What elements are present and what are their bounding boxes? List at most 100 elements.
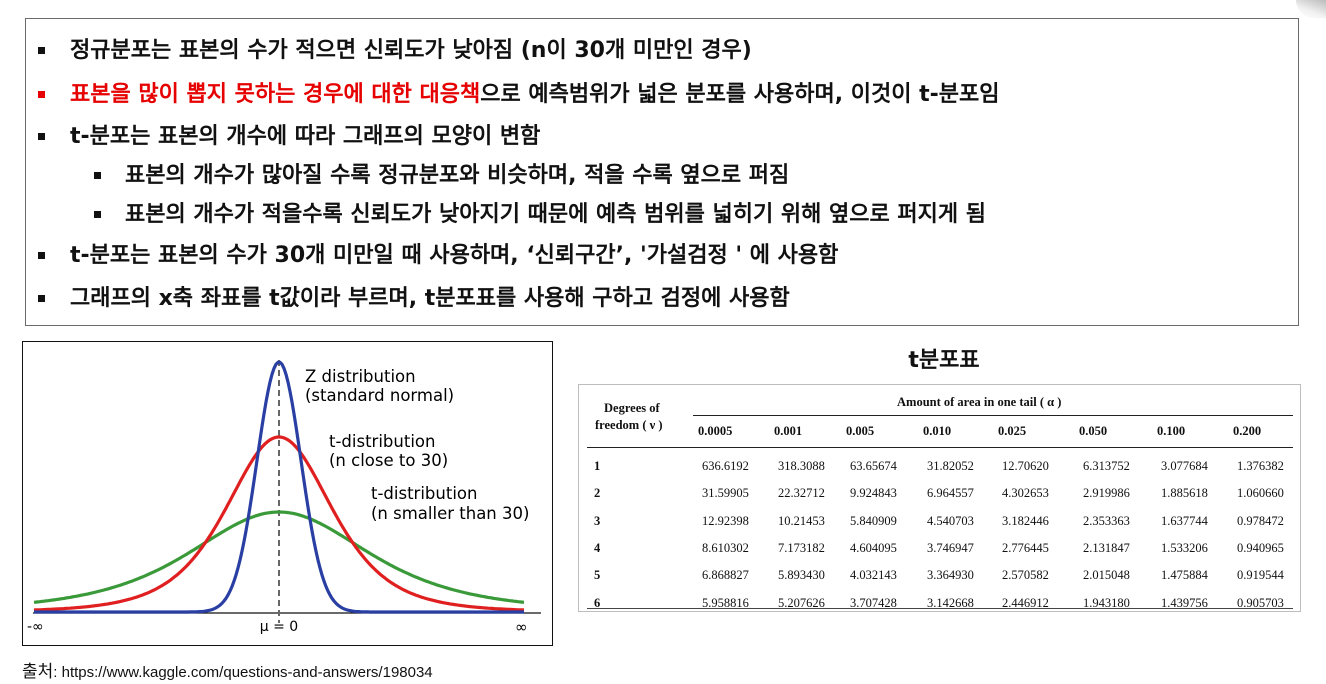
mean-label: μ = 0 <box>260 619 298 635</box>
table-cell: 0.905703 <box>1237 595 1284 610</box>
table-cell: 4.540703 <box>927 513 974 528</box>
alpha-header: 0.025 <box>998 424 1027 438</box>
table-cell: 2.776445 <box>1002 540 1049 555</box>
alpha-header: 0.001 <box>774 424 803 438</box>
distribution-svg: Z distribution (standard normal) t-distr… <box>27 360 541 636</box>
table-cell: 7.173182 <box>778 540 825 555</box>
source-citation: 출처: https://www.kaggle.com/questions-and… <box>22 657 433 682</box>
alpha-header: 0.005 <box>846 424 875 438</box>
table-cell: 2.015048 <box>1083 568 1130 583</box>
table-bottom-rule <box>587 608 1293 609</box>
right-infinity-label: ∞ <box>515 618 528 636</box>
df-header-line-2: freedom ( ν ) <box>595 418 663 432</box>
table-cell: 3.077684 <box>1161 459 1208 473</box>
table-cell: 5.893430 <box>778 568 825 583</box>
table-cell: 1.885618 <box>1161 486 1208 501</box>
curve-t-small <box>33 510 525 604</box>
corner-decoration <box>1296 0 1326 18</box>
table-cell: 12.70620 <box>1002 459 1049 473</box>
table-cell: 4.032143 <box>850 568 897 583</box>
bullet-marker <box>38 252 45 259</box>
z-label-2: (standard normal) <box>305 386 454 405</box>
table-cell: 3.142668 <box>927 595 974 610</box>
bullet-line-5: 그래프의 x축 좌표를 t값이라 부르며, t분포표를 사용해 구하고 검정에 … <box>70 286 790 311</box>
table-cell: 2.131847 <box>1083 540 1130 555</box>
alpha-header: 0.050 <box>1079 424 1108 438</box>
table-cell: 31.59905 <box>702 486 749 501</box>
t-table-title: t분포표 <box>908 348 980 373</box>
sub-bullet-line-2: 표본의 개수가 적을수록 신뢰도가 낮아지기 때문에 예측 범위를 넓히기 위해… <box>125 202 987 227</box>
table-cell: 63.65674 <box>850 459 897 473</box>
distribution-figure: Z distribution (standard normal) t-distr… <box>22 341 553 646</box>
sub-bullet-marker <box>94 211 101 218</box>
table-cell: 2.446912 <box>1002 595 1049 610</box>
z-label-1: Z distribution <box>305 367 416 386</box>
table-cell: 4.302653 <box>1002 486 1049 501</box>
table-cell: 22.32712 <box>778 486 825 501</box>
bullet-marker <box>38 133 45 140</box>
table-cell: 1.637744 <box>1161 513 1208 528</box>
table-cell: 6.868827 <box>702 568 749 583</box>
table-cell: 0.940965 <box>1237 540 1284 555</box>
table-cell: 5.207626 <box>778 595 825 610</box>
t30-label-1: t-distribution <box>329 432 435 451</box>
alpha-header: 0.100 <box>1157 424 1186 438</box>
alpha-header: 0.010 <box>923 424 952 438</box>
table-cell: 31.82052 <box>927 459 974 473</box>
tsmall-label-1: t-distribution <box>371 484 477 503</box>
bullet-line-2: 표본을 많이 뽑지 못하는 경우에 대한 대응책으로 예측범위가 넓은 분포를 … <box>70 80 1000 110</box>
table-cell: 5.840909 <box>850 513 897 528</box>
df-cell: 4 <box>594 540 601 555</box>
table-cell: 6.964557 <box>927 486 974 501</box>
bullet-marker <box>38 47 45 54</box>
alpha-header: 0.0005 <box>698 424 733 438</box>
bullet-line-1: 정규분포는 표본의 수가 적으면 신뢰도가 낮아짐 (n이 30개 미만인 경우… <box>70 38 752 63</box>
table-cell: 1.943180 <box>1083 595 1130 610</box>
table-cell: 6.313752 <box>1083 459 1130 473</box>
table-cell: 0.978472 <box>1237 513 1284 528</box>
table-cell: 1.533206 <box>1161 540 1208 555</box>
curve-t-30 <box>33 435 525 612</box>
table-cell: 5.958816 <box>702 595 749 610</box>
df-cell: 2 <box>594 486 601 501</box>
df-header-line-1: Degrees of <box>604 401 660 415</box>
table-cell: 12.92398 <box>702 513 749 528</box>
sub-bullet-line-1: 표본의 개수가 많아질 수록 정규분포와 비슷하며, 적을 수록 옆으로 퍼짐 <box>125 163 790 188</box>
table-cell: 1.376382 <box>1237 459 1284 473</box>
header-bottom-rule <box>587 447 1293 448</box>
bullet-line-3: t-분포는 표본의 개수에 따라 그래프의 모양이 변함 <box>70 124 541 149</box>
alpha-header: 0.200 <box>1233 424 1262 438</box>
table-cell: 3.707428 <box>850 595 897 610</box>
table-cell: 318.3088 <box>778 459 825 473</box>
table-cell: 3.746947 <box>927 540 974 555</box>
sub-bullet-marker <box>94 172 101 179</box>
bullet-marker <box>38 295 45 302</box>
table-cell: 2.353363 <box>1083 513 1130 528</box>
source-url: : https://www.kaggle.com/questions-and-a… <box>53 664 433 681</box>
table-cell: 3.364930 <box>927 568 974 583</box>
table-cell: 10.21453 <box>778 513 825 528</box>
table-cell: 2.570582 <box>1002 568 1049 583</box>
bullet-marker <box>38 91 45 98</box>
df-cell: 3 <box>594 513 601 528</box>
table-cell: 0.919544 <box>1237 568 1284 583</box>
df-cell: 5 <box>594 568 601 583</box>
table-cell: 1.439756 <box>1161 595 1208 610</box>
bullet-line-4: t-분포는 표본의 수가 30개 미만일 때 사용하며, ‘신뢰구간’, '가설… <box>70 243 839 268</box>
table-cell: 8.610302 <box>702 540 749 555</box>
tsmall-label-2: (n smaller than 30) <box>371 504 529 523</box>
table-cell: 4.604095 <box>850 540 897 555</box>
area-header-rule <box>693 415 1293 416</box>
table-cell: 1.060660 <box>1237 486 1284 501</box>
t-distribution-table: Degrees of freedom ( ν ) Amount of area … <box>578 384 1301 612</box>
bullet-line-2-highlight: 표본을 많이 뽑지 못하는 경우에 대한 대응책 <box>70 82 481 107</box>
bullet-box: 정규분포는 표본의 수가 적으면 신뢰도가 낮아짐 (n이 30개 미만인 경우… <box>25 18 1299 326</box>
area-header: Amount of area in one tail ( α ) <box>897 395 1062 409</box>
bullet-line-2-rest: 으로 예측범위가 넓은 분포를 사용하며, 이것이 t-분포임 <box>480 82 1000 107</box>
table-cell: 2.919986 <box>1083 486 1130 501</box>
curve-z <box>34 360 524 614</box>
table-cell: 3.182446 <box>1002 513 1049 528</box>
t30-label-2: (n close to 30) <box>329 451 448 470</box>
table-cell: 9.924843 <box>850 486 897 501</box>
source-label: 출처 <box>22 662 54 681</box>
